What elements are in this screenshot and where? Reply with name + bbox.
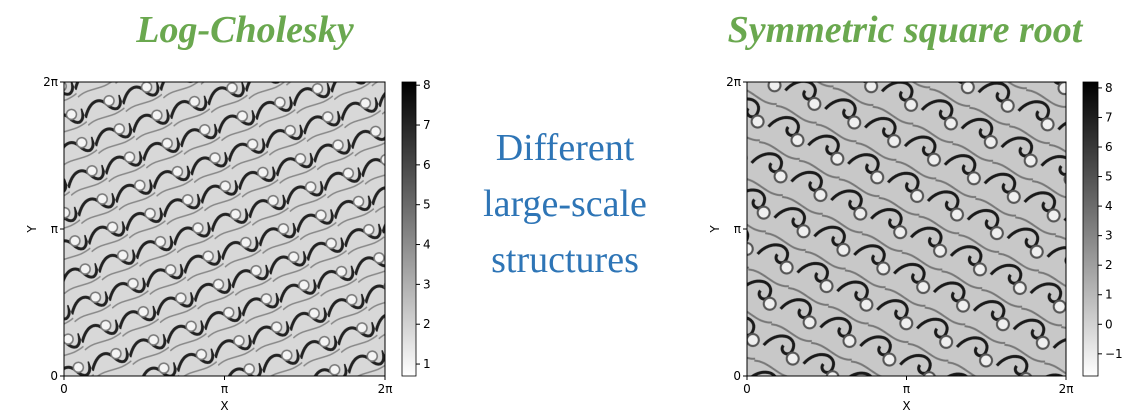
panel-title: Log-Cholesky [135, 9, 354, 51]
x-tick-label: 0 [743, 382, 751, 396]
colorbar-tick-label: 6 [423, 158, 431, 172]
field-image [64, 82, 385, 376]
x-axis-label: X [902, 399, 910, 413]
x-tick-label: π [903, 382, 910, 396]
annotation-line: Different [496, 127, 635, 169]
colorbar-tick-label: 2 [423, 317, 431, 331]
colorbar-tick-label: 4 [1105, 199, 1113, 213]
colorbar-tick-label: 4 [423, 238, 431, 252]
colorbar-tick-label: 1 [1105, 288, 1113, 302]
y-tick-label: π [734, 222, 741, 236]
annotation-line: structures [491, 239, 639, 281]
colorbar-tick-label: 7 [423, 118, 431, 132]
x-tick-label: π [221, 382, 228, 396]
y-axis-label: Y [708, 225, 722, 234]
colorbar-tick-label: 3 [1105, 229, 1113, 243]
colorbar-tick-label: 3 [423, 277, 431, 291]
annotation-line: large-scale [483, 183, 647, 225]
x-axis-label: X [220, 399, 228, 413]
y-tick-label: 2π [726, 75, 741, 89]
colorbar [1083, 82, 1098, 376]
x-tick-label: 0 [60, 382, 68, 396]
y-tick-label: 2π [43, 75, 58, 89]
colorbar-tick-label: 7 [1105, 110, 1113, 124]
x-tick-label: 2π [1059, 382, 1074, 396]
slide: Log-Cholesky0π2π0π2πXY12345678Symmetric … [0, 0, 1144, 416]
colorbar-tick-label: 1 [423, 357, 431, 371]
y-axis-label: Y [25, 225, 39, 234]
colorbar-tick-label: 0 [1105, 317, 1113, 331]
x-tick-label: 2π [378, 382, 393, 396]
colorbar-tick-label: 5 [1105, 170, 1113, 184]
colorbar-tick-label: 5 [423, 198, 431, 212]
panel-title: Symmetric square root [728, 9, 1084, 51]
colorbar-tick-label: −1 [1105, 347, 1123, 361]
colorbar [402, 82, 416, 376]
colorbar-tick-label: 8 [1105, 81, 1113, 95]
y-tick-label: π [51, 222, 58, 236]
colorbar-tick-label: 2 [1105, 258, 1113, 272]
field-image [747, 82, 1066, 376]
y-tick-label: 0 [50, 369, 58, 383]
colorbar-tick-label: 6 [1105, 140, 1113, 154]
colorbar-tick-label: 8 [423, 78, 431, 92]
y-tick-label: 0 [733, 369, 741, 383]
